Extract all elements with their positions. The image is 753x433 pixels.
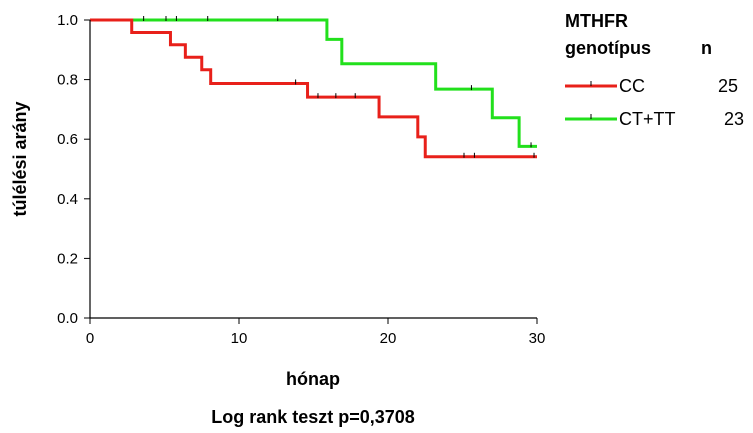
legend-n-cc: 25: [718, 76, 738, 96]
x-tick-label: 10: [231, 330, 248, 347]
axes: [89, 20, 537, 319]
x-tick-label: 0: [86, 330, 94, 347]
x-axis-title: hónap: [286, 369, 340, 389]
legend-n-cttt: 23: [724, 109, 744, 129]
series-line-ct-tt: [90, 18, 537, 148]
legend-n-header: n: [701, 38, 712, 58]
series-line-cc: [90, 18, 537, 159]
legend-label-cttt: CT+TT: [619, 109, 676, 129]
y-tick-label: 0.0: [57, 310, 78, 327]
legend: MTHFR genotípus n CC 25 CT+TT 23: [565, 11, 744, 129]
ticks: 0 10 20 30 0.0 0.2 0.4 0.6 0.8 1.0: [57, 12, 545, 347]
x-tick-label: 20: [380, 330, 397, 347]
footnote-logrank: Log rank teszt p=0,3708: [211, 407, 415, 427]
legend-title-line2: genotípus: [565, 38, 651, 58]
y-tick-label: 0.6: [57, 131, 78, 148]
legend-label-cc: CC: [619, 76, 645, 96]
x-tick-label: 30: [529, 330, 546, 347]
legend-title-line1: MTHFR: [565, 11, 628, 31]
plot-area: [90, 16, 537, 159]
y-tick-label: 0.8: [57, 72, 78, 89]
y-axis-title: túlélési arány: [10, 101, 30, 216]
y-tick-label: 0.2: [57, 250, 78, 267]
y-tick-label: 0.4: [57, 191, 78, 208]
y-tick-label: 1.0: [57, 12, 78, 29]
